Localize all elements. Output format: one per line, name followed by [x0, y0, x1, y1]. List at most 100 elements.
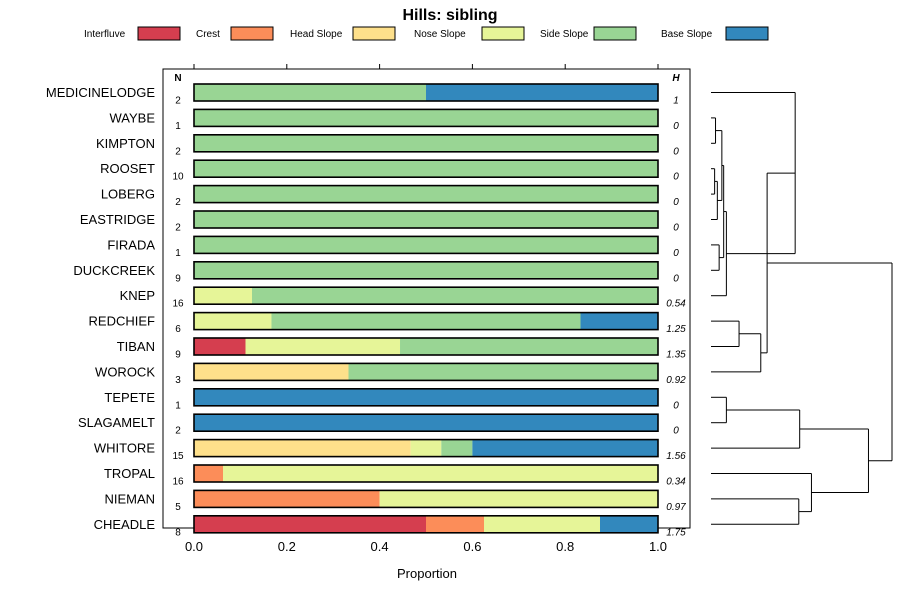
bar-outline: [193, 514, 659, 534]
bar-segment: [245, 338, 401, 355]
bar-segment: [600, 515, 658, 533]
bar-outline: [193, 260, 659, 280]
legend-label: Interfluve: [84, 29, 126, 40]
row-h-value: 0.34: [666, 477, 686, 488]
row-n-value: 2: [175, 223, 181, 234]
row-h-value: 0.92: [666, 375, 686, 386]
bar-segment: [194, 261, 658, 279]
row-n-value: 3: [175, 375, 181, 386]
bar-segment: [194, 211, 658, 228]
row-n-value: 1: [175, 121, 181, 132]
legend-label: Base Slope: [661, 29, 713, 40]
legend-swatch: [481, 26, 525, 41]
bar-outline: [193, 413, 659, 433]
row-n-value: 9: [175, 350, 181, 361]
x-tick-label: 1.0: [649, 539, 667, 554]
row-label: MEDICINELODGE: [46, 85, 155, 100]
bar-segment: [194, 84, 426, 101]
row-label: NIEMAN: [104, 491, 155, 506]
legend-label: Nose Slope: [414, 29, 466, 40]
row-label: ROOSET: [100, 161, 155, 176]
legend-label: Head Slope: [290, 29, 343, 40]
x-tick-label: 0.4: [371, 539, 389, 554]
x-tick-label: 0.6: [463, 539, 481, 554]
row-n-value: 8: [175, 527, 181, 538]
legend-label: Crest: [196, 29, 220, 40]
bar-outline: [193, 83, 659, 102]
bar-outline: [193, 134, 659, 153]
bar-segment: [194, 465, 223, 482]
x-tick-label: 0.8: [556, 539, 574, 554]
bar-segment: [194, 134, 658, 152]
bar-segment: [441, 439, 473, 457]
bar-outline: [193, 438, 659, 458]
bar-segment: [379, 490, 658, 508]
row-n-value: 2: [175, 146, 181, 157]
row-label: TIBAN: [117, 339, 155, 354]
row-h-value: 1: [673, 96, 679, 107]
bar-outline: [193, 108, 659, 128]
bar-outline: [193, 210, 659, 229]
legend-swatch: [230, 26, 274, 41]
bar-segment: [426, 515, 484, 533]
row-label: KIMPTON: [96, 136, 155, 151]
row-n-value: 15: [172, 451, 184, 462]
bar-outline: [193, 235, 659, 255]
bar-segment: [194, 363, 349, 381]
row-h-value: 0: [673, 248, 679, 259]
row-n-value: 16: [172, 477, 184, 488]
bar-segment: [252, 287, 658, 305]
bar-outline: [193, 337, 659, 356]
bar-segment: [194, 312, 272, 330]
row-label: WOROCK: [95, 364, 155, 379]
bar-segment: [194, 185, 658, 203]
bar-segment: [223, 465, 658, 482]
bar-segment: [194, 109, 658, 127]
chart-title: Hills: sibling: [402, 7, 497, 24]
bar-segment: [400, 338, 658, 355]
x-axis: 0.0 0.2 0.4 0.6 0.8 1.0: [185, 64, 667, 554]
row-label: LOBERG: [101, 187, 155, 202]
row-label: EASTRIDGE: [80, 212, 155, 227]
row-n-value: 2: [175, 426, 181, 437]
row-h-value: 0.54: [666, 299, 686, 310]
x-tick-label: 0.0: [185, 539, 203, 554]
x-axis-title: Proportion: [397, 566, 457, 581]
n-column-header: N: [174, 73, 181, 84]
row-label: FIRADA: [107, 237, 155, 252]
row-h-value: 1.35: [666, 350, 686, 361]
row-h-value: 0: [673, 197, 679, 208]
x-tick-label: 0.2: [278, 539, 296, 554]
bar-segment: [484, 515, 600, 533]
bar-outline: [193, 489, 659, 509]
bar-segment: [194, 490, 380, 508]
row-h-value: 0: [673, 273, 679, 284]
row-h-value: 0: [673, 426, 679, 437]
bar-segment: [580, 312, 658, 330]
row-h-value: 0.97: [666, 502, 686, 513]
bar-segment: [426, 84, 658, 101]
bar-segment: [348, 363, 658, 381]
row-label: SLAGAMELT: [78, 415, 155, 430]
legend-swatch: [593, 26, 637, 41]
legend-swatch: [137, 26, 181, 41]
legend: Interfluve Crest Head Slope Nose Slope Side …: [84, 26, 769, 41]
row-label: CHEADLE: [94, 517, 156, 532]
bar-outline: [193, 362, 659, 382]
row-n-value: 5: [175, 502, 181, 513]
bar-segment: [194, 388, 658, 406]
row-label: TROPAL: [104, 466, 155, 481]
row-label: WHITORE: [94, 441, 155, 456]
bar-outline: [193, 387, 659, 407]
row-h-value: 0: [673, 172, 679, 183]
bar-segment: [410, 439, 442, 457]
bar-outline: [193, 311, 659, 331]
row-h-value: 1.56: [666, 451, 686, 462]
row-label: DUCKCREEK: [73, 263, 155, 278]
bar-segment: [194, 338, 246, 355]
bar-outline: [193, 286, 659, 306]
row-n-value: 1: [175, 248, 181, 259]
h-column-header: H: [672, 73, 680, 84]
